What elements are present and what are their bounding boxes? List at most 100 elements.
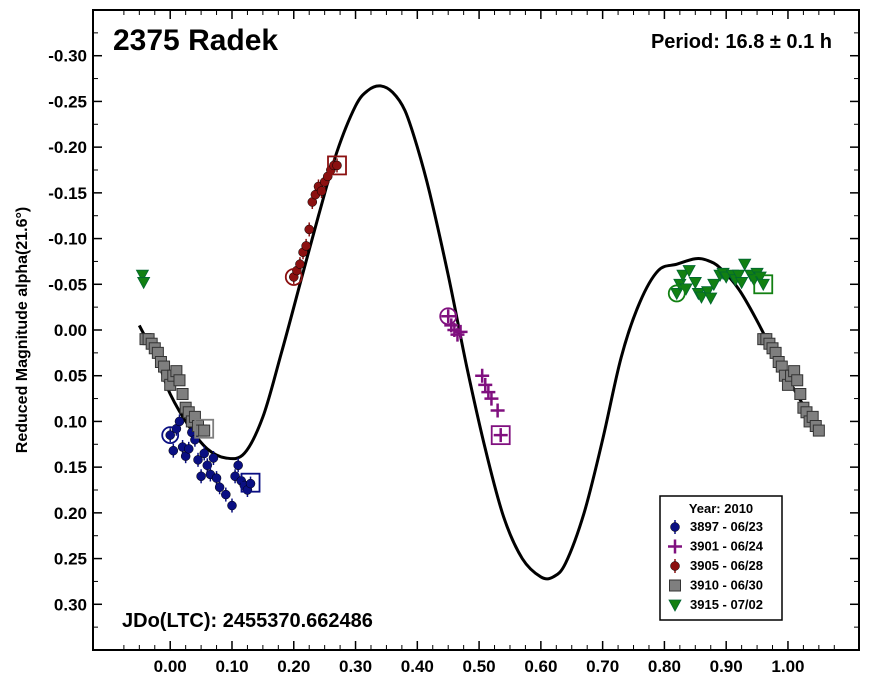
- reference-circle: [667, 284, 686, 303]
- data-point: [791, 374, 804, 387]
- reference-circle: [161, 426, 180, 445]
- data-point: [682, 265, 696, 278]
- reference-square: [240, 472, 261, 493]
- y-tick-label: 0.10: [54, 412, 87, 431]
- data-point: [176, 388, 189, 400]
- data-point: [227, 500, 237, 511]
- data-point: [688, 277, 702, 290]
- y-tick-label: 0.30: [54, 595, 87, 614]
- data-point: [694, 291, 709, 304]
- data-point: [734, 277, 749, 290]
- y-tick-label: 0.20: [54, 504, 87, 523]
- data-point: [450, 327, 465, 342]
- data-point: [304, 224, 314, 235]
- data-point: [184, 444, 194, 454]
- series-3897: [161, 414, 261, 513]
- legend-title: Year: 2010: [689, 501, 753, 516]
- legend-label: 3915 - 07/02: [690, 597, 763, 612]
- legend-item: 3905 - 06/28: [670, 558, 763, 573]
- data-point: [196, 471, 206, 482]
- fit-curve: [137, 84, 821, 581]
- x-tick-label: 0.20: [277, 657, 310, 676]
- legend-marker: [669, 579, 681, 592]
- y-tick-label: -0.30: [48, 47, 87, 66]
- data-point: [199, 448, 209, 459]
- legend-items: 3897 - 06/23 3901 - 06/24 3905 - 06/28 3910…: [668, 519, 764, 612]
- legend-box: [659, 495, 783, 621]
- x-tick-label: 0.80: [648, 657, 681, 676]
- data-point: [670, 288, 684, 301]
- y-tick-label: -0.05: [48, 275, 87, 294]
- legend: Year: 2010 3897 - 06/23 3901 - 06/24 3905 …: [659, 495, 783, 621]
- y-tick-label: -0.25: [48, 92, 87, 111]
- reference-square: [194, 418, 215, 439]
- data-point: [700, 286, 715, 299]
- data-point: [135, 269, 150, 282]
- reference-circle: [439, 307, 458, 326]
- x-tick-label: 0.50: [463, 657, 496, 676]
- legend-item: 3901 - 06/24: [668, 539, 764, 554]
- data-points: [135, 155, 825, 513]
- data-point: [738, 258, 752, 272]
- legend-item: 3915 - 07/02: [668, 597, 763, 612]
- reference-square: [327, 155, 347, 176]
- legend-label: 3905 - 06/28: [690, 558, 763, 573]
- legend-marker: [670, 522, 680, 532]
- data-point: [295, 259, 305, 269]
- series-3901: [439, 307, 511, 446]
- y-tick-label: 0.00: [54, 321, 87, 340]
- data-point: [475, 368, 490, 383]
- data-point: [707, 278, 721, 292]
- data-point: [332, 160, 342, 171]
- legend-item: 3910 - 06/30: [669, 578, 763, 593]
- x-tick-label: 0.90: [710, 657, 743, 676]
- legend-item: 3897 - 06/23: [670, 519, 763, 534]
- data-point: [812, 424, 825, 437]
- y-tick-label: -0.15: [48, 184, 87, 203]
- data-point: [704, 292, 718, 305]
- x-tick-labels: 0.00 0.10 0.20 0.30 0.40 0.50 0.60 0.70 0.80 0.90…: [154, 657, 805, 676]
- data-point: [731, 269, 746, 282]
- reference-square: [753, 274, 774, 295]
- series-3910: [139, 333, 825, 439]
- data-point: [168, 445, 179, 456]
- x-tick-label: 1.00: [771, 657, 804, 676]
- data-point: [221, 489, 231, 500]
- y-axis-label: Reduced Magnitude alpha(21.6°): [14, 207, 31, 453]
- chart-title: 2375 Radek: [113, 24, 278, 57]
- data-point: [484, 391, 499, 406]
- data-point: [211, 473, 222, 483]
- y-tick-label: -0.10: [48, 230, 87, 249]
- data-point: [202, 460, 213, 471]
- period-label: Period: 16.8 ± 0.1 h: [651, 31, 832, 53]
- data-point: [493, 428, 508, 443]
- series-3915: [135, 258, 774, 305]
- axis-ticks: [93, 10, 859, 650]
- data-point: [441, 309, 456, 324]
- data-point: [316, 186, 327, 196]
- y-tick-labels: -0.30 -0.25 -0.20 -0.15 -0.10 -0.05 0.00 0.05 0.…: [48, 47, 87, 615]
- data-point: [245, 478, 256, 489]
- reference-square: [490, 425, 511, 446]
- legend-label: 3910 - 06/30: [690, 578, 763, 593]
- legend-marker: [668, 539, 682, 554]
- data-point: [233, 460, 243, 471]
- x-tick-label: 0.60: [524, 657, 557, 676]
- data-point: [301, 241, 311, 251]
- legend-marker: [670, 561, 680, 571]
- x-tick-label: 0.00: [154, 657, 187, 676]
- series-3905: [284, 155, 347, 286]
- data-point: [481, 385, 496, 400]
- y-tick-label: -0.20: [48, 138, 87, 157]
- data-point: [198, 424, 211, 437]
- x-tick-label: 0.30: [339, 657, 372, 676]
- y-tick-label: 0.25: [54, 550, 87, 569]
- x-tick-label: 0.40: [401, 657, 434, 676]
- data-point: [136, 277, 151, 290]
- x-tick-label: 0.10: [215, 657, 248, 676]
- reference-circle: [284, 268, 303, 286]
- data-point: [453, 324, 468, 339]
- data-point: [478, 377, 493, 392]
- data-point: [193, 455, 203, 465]
